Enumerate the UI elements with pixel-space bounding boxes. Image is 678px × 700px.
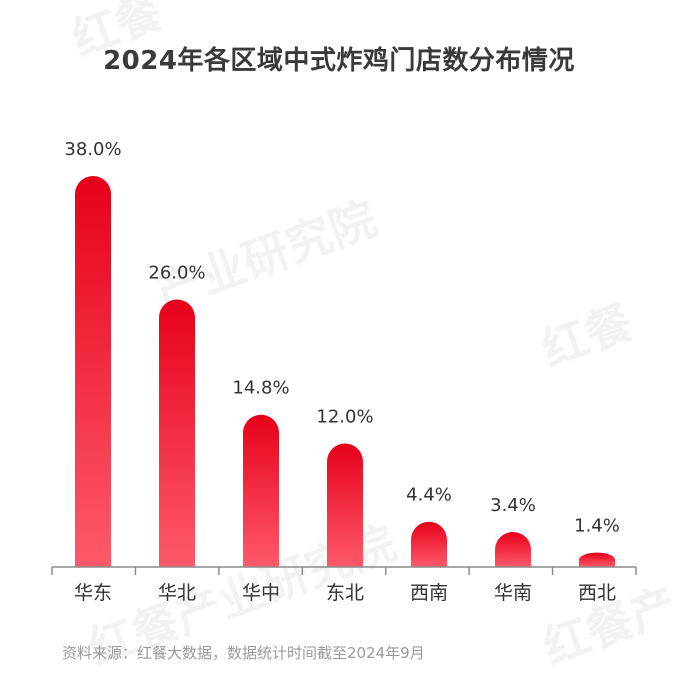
source-note: 资料来源：红餐大数据，数据统计时间截至2024年9月 — [62, 644, 425, 662]
bar-华南 — [495, 532, 531, 567]
bar-西南 — [411, 521, 447, 567]
bar-华北 — [159, 299, 195, 567]
x-tick-label: 华南 — [494, 582, 532, 604]
x-tick-label: 华中 — [242, 582, 280, 604]
bar-东北 — [327, 443, 363, 567]
data-label: 26.0% — [148, 262, 205, 283]
data-label: 3.4% — [490, 495, 536, 516]
data-label: 1.4% — [574, 516, 620, 537]
x-tick-label: 东北 — [326, 582, 364, 604]
x-tick-label: 西北 — [578, 582, 616, 604]
x-tick-label: 华北 — [158, 582, 196, 604]
x-tick-label: 西南 — [410, 582, 448, 604]
data-label: 12.0% — [316, 407, 373, 428]
bar-chart: 38.0% 26.0% 14.8% 12.0% 4.4% 3.4% 1.4% 华东 华北 华中 东… — [51, 139, 637, 604]
data-label: 4.4% — [406, 485, 452, 506]
chart-title: 2024年各区域中式炸鸡门店数分布情况 — [103, 46, 575, 76]
bar-西北 — [579, 552, 615, 567]
bar-华东 — [75, 176, 111, 567]
data-label: 14.8% — [232, 378, 289, 399]
data-label: 38.0% — [64, 139, 121, 160]
x-tick-label: 华东 — [74, 582, 112, 604]
bar-华中 — [243, 414, 279, 567]
